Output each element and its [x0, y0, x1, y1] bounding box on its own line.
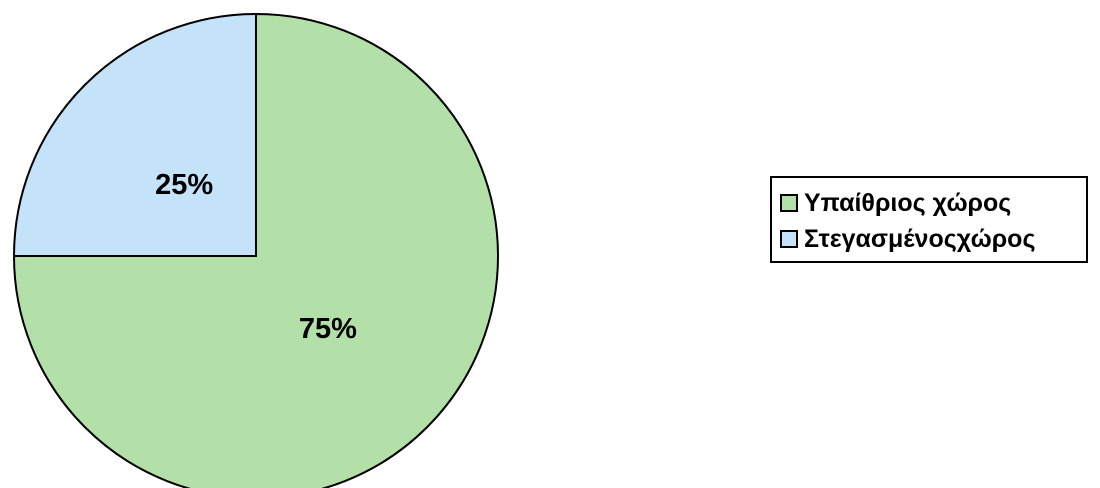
legend-label-outdoor: Υπαίθριος χώρος: [804, 188, 1012, 217]
legend-item: Στεγασμένοςχώρος: [780, 221, 1086, 257]
legend-item: Υπαίθριος χώρος: [780, 185, 1086, 221]
pie-slice-outdoor: [12, 12, 499, 488]
slice-label-covered: 25%: [155, 169, 213, 201]
legend-label-covered: Στεγασμένοςχώρος: [804, 224, 1036, 253]
slice-label-outdoor: 75%: [299, 313, 357, 345]
legend: Υπαίθριος χώρος Στεγασμένοςχώρος: [770, 176, 1088, 263]
pie-slice-covered: [12, 12, 257, 257]
legend-swatch-covered: [780, 230, 798, 248]
legend-swatch-outdoor: [780, 194, 798, 212]
